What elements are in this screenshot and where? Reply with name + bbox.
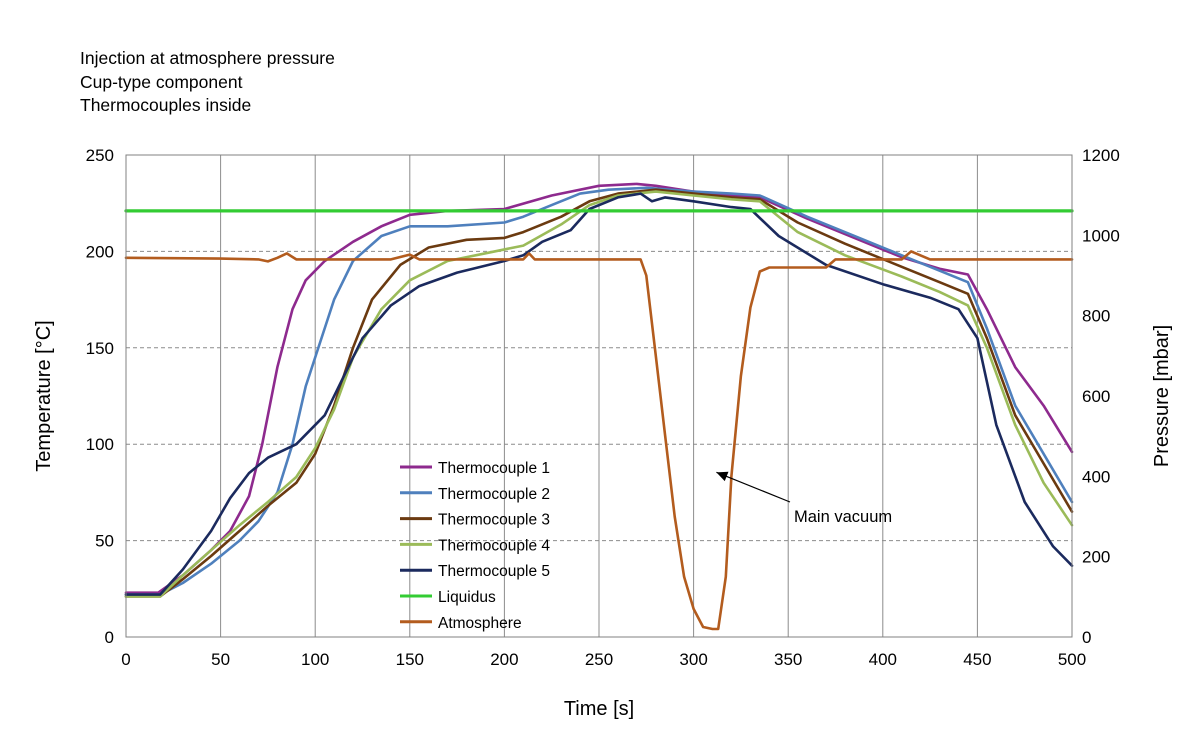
x-tick-label: 100 <box>301 650 329 669</box>
y2-tick-label: 1200 <box>1082 146 1120 165</box>
series-line-thermocouple-3 <box>124 188 1074 598</box>
x-tick-label: 200 <box>490 650 518 669</box>
legend-label: Thermocouple 4 <box>438 537 550 554</box>
legend-label: Thermocouple 1 <box>438 460 550 477</box>
annotation-arrow-line <box>716 471 791 503</box>
x-tick-label: 500 <box>1058 650 1086 669</box>
y2-tick-label: 0 <box>1082 628 1091 647</box>
y2-tick-label: 800 <box>1082 307 1110 326</box>
y-tick-label: 200 <box>86 242 114 261</box>
x-tick-label: 450 <box>963 650 991 669</box>
tick-labels: 0 50 100 150 200 250 300 350 400 450 500 0 50 100 150 2… <box>86 146 1120 669</box>
chart-notes: Injection at atmosphere pressure Cup-typ… <box>80 47 335 118</box>
y-axis-title: Temperature [°C] <box>33 320 55 471</box>
note-line-2: Cup-type component <box>80 71 243 92</box>
y-tick-label: 0 <box>105 628 114 647</box>
legend-label: Liquidus <box>438 589 496 606</box>
note-line-3: Thermocouples inside <box>80 95 252 115</box>
y2-tick-label: 1000 <box>1082 226 1120 245</box>
x-axis-title: Time [s] <box>564 698 634 720</box>
legend-label: Thermocouple 2 <box>438 486 550 503</box>
y2-tick-label: 600 <box>1082 387 1110 406</box>
y2-tick-label: 200 <box>1082 548 1110 567</box>
x-tick-label: 400 <box>869 650 897 669</box>
y-tick-label: 150 <box>86 339 114 358</box>
y2-tick-label: 400 <box>1082 467 1110 486</box>
annotation-arrow-head <box>716 471 729 482</box>
legend: Thermocouple 1 Thermocouple 2 Thermocouple… <box>400 460 550 632</box>
series-line-thermocouple-4 <box>124 190 1074 598</box>
x-tick-label: 0 <box>121 650 130 669</box>
x-tick-label: 250 <box>585 650 613 669</box>
x-tick-label: 300 <box>679 650 707 669</box>
x-tick-label: 150 <box>396 650 424 669</box>
plot-area-frame <box>125 154 1073 638</box>
annotation-main-vacuum: Main vacuum <box>716 471 892 526</box>
y-tick-label: 100 <box>86 435 114 454</box>
series-line-atmosphere <box>124 250 1074 631</box>
note-line-1: Injection at atmosphere pressure <box>80 48 335 68</box>
legend-label: Atmosphere <box>438 615 522 632</box>
legend-label: Thermocouple 3 <box>438 512 550 529</box>
series-line-thermocouple-2 <box>124 186 1074 596</box>
grid <box>126 155 1072 637</box>
legend-label: Thermocouple 5 <box>438 563 550 580</box>
y2-axis-title: Pressure [mbar] <box>1151 325 1173 467</box>
annotation-label: Main vacuum <box>794 508 892 526</box>
y-tick-label: 250 <box>86 146 114 165</box>
series-line-thermocouple-5 <box>124 192 1074 596</box>
x-tick-label: 350 <box>774 650 802 669</box>
series-layer <box>124 182 1074 631</box>
y-tick-label: 50 <box>95 532 114 551</box>
x-tick-label: 50 <box>211 650 230 669</box>
